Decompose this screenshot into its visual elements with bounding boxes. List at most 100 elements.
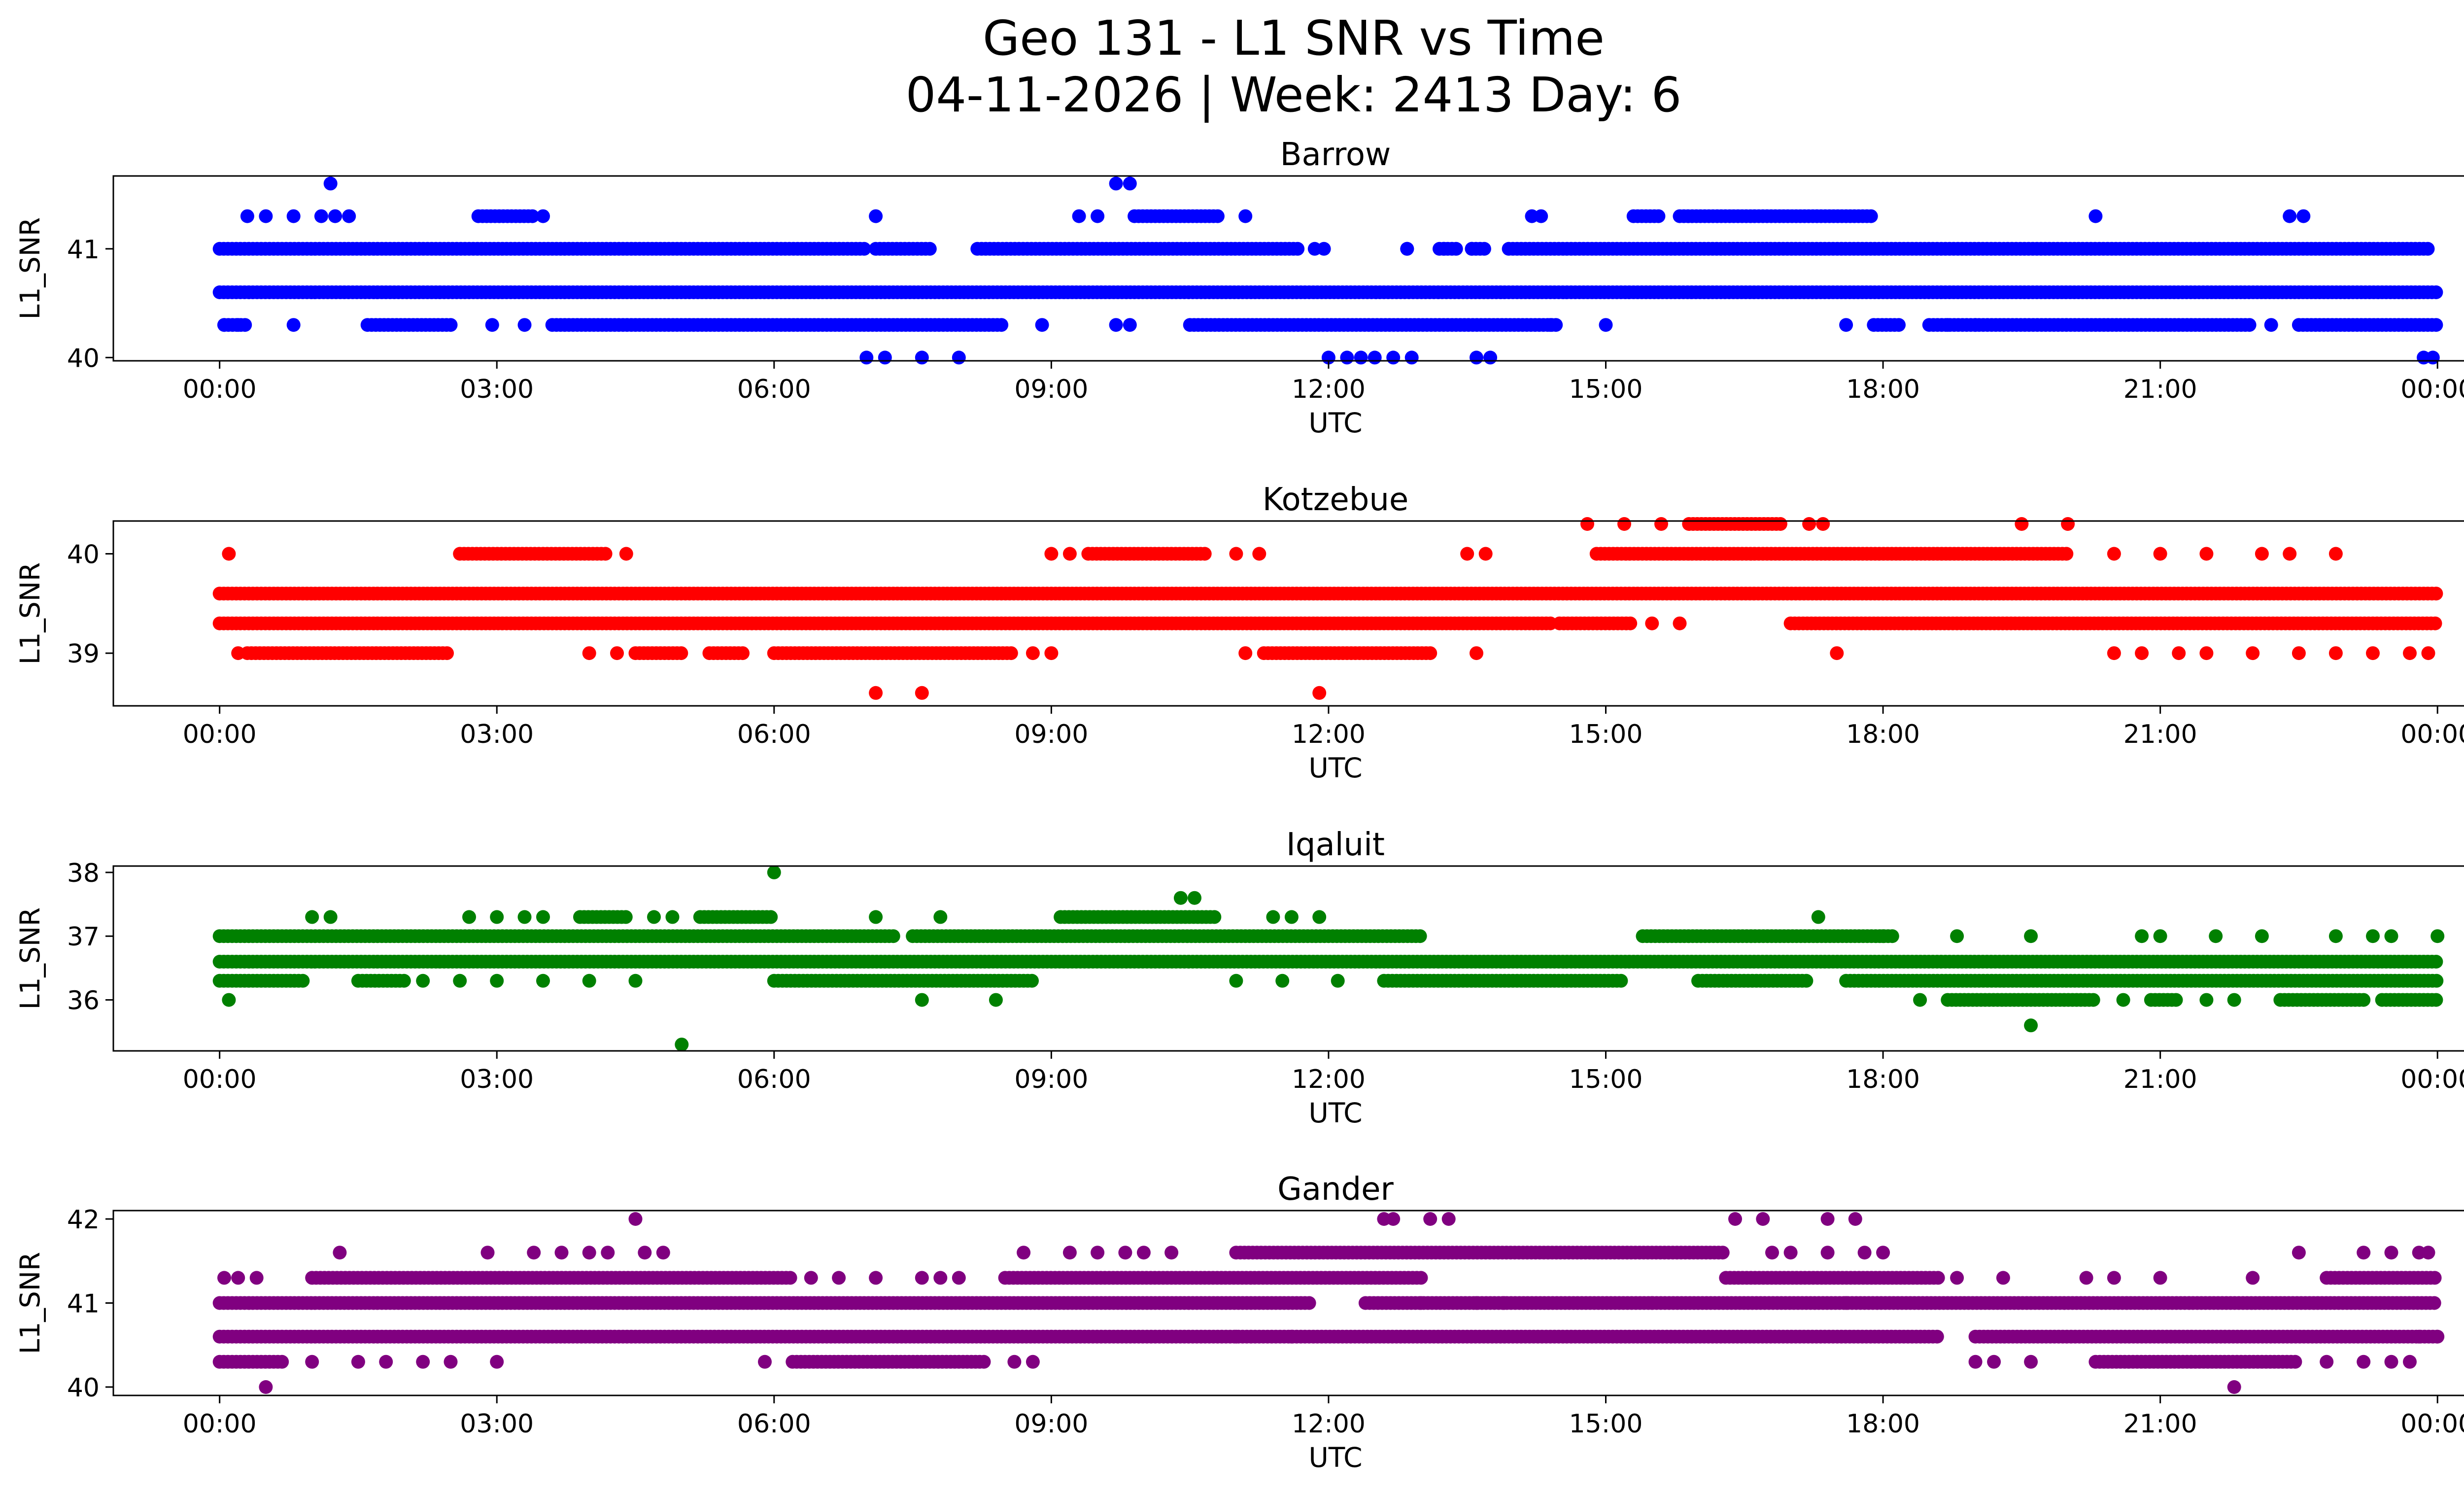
data-point [536,910,550,924]
x-tick-label: 12:00 [1292,1065,1366,1094]
x-tick-label: 18:00 [1846,1065,1920,1094]
data-point [462,910,476,924]
data-point [1839,318,1853,332]
data-point [323,176,338,191]
data-point [1470,350,1483,365]
data-point [933,910,948,924]
data-point [1968,318,1983,332]
x-tick-label: 03:00 [460,720,534,749]
data-point [1413,929,1427,943]
data-point [517,318,532,332]
data-point [2172,646,2186,661]
data-point [222,993,236,1007]
data-point [618,910,633,924]
data-point [2283,547,2297,561]
data-point [1072,209,1086,223]
y-tick-label: 41 [67,235,100,265]
data-point [1483,350,1498,365]
data-point [2209,929,2223,943]
x-tick-label: 18:00 [1846,720,1920,749]
x-tick-label: 06:00 [737,375,811,404]
data-point [628,973,643,988]
panel-title: Iqaluit [1286,827,1385,863]
data-point [2328,929,2343,943]
x-tick-label: 09:00 [1014,720,1088,749]
data-point [610,646,624,661]
data-point [1811,910,1825,924]
data-point [1025,973,1039,988]
data-point [869,686,883,700]
data-point [647,910,661,924]
data-point [2246,646,2260,661]
data-point [1210,209,1225,223]
data-point [1617,517,1631,531]
x-tick-label: 15:00 [1569,1065,1643,1094]
y-axis-label: L1_SNR [14,562,46,664]
data-point [305,910,319,924]
y-tick-label: 39 [67,639,100,669]
data-point [2328,547,2343,561]
data-point [1876,929,1890,943]
data-point [1266,910,1280,924]
data-point [2430,929,2445,943]
data-point [2255,929,2269,943]
data-point [1291,242,1305,256]
data-point [342,209,356,223]
data-point [915,686,929,700]
data-point [1229,547,1243,561]
data-point [1238,209,1253,223]
data-point [582,973,596,988]
data-point [1816,517,1830,531]
x-tick-label: 00:00 [183,720,257,749]
data-point [1799,973,1814,988]
x-tick-label: 03:00 [460,375,534,404]
data-point [1331,973,1345,988]
data-point [314,209,328,223]
data-point [952,350,966,365]
data-point [1284,910,1299,924]
data-point [2024,1018,2038,1033]
data-point [1109,176,1123,191]
data-point [1423,646,1437,661]
scatter-series [212,176,2443,365]
data-point [2296,209,2311,223]
data-point [2107,646,2121,661]
data-point [453,973,467,988]
data-point [2283,209,2297,223]
data-point [1109,318,1123,332]
data-point [2357,993,2371,1007]
data-point [2107,547,2121,561]
data-point [1207,910,1222,924]
data-point [485,318,499,332]
x-tick-label: 21:00 [2123,720,2197,749]
scatter-series [212,517,2443,700]
data-point [517,910,532,924]
data-point [490,973,504,988]
data-point [878,350,892,365]
panel-title: Barrow [1280,137,1391,173]
data-point [1386,350,1401,365]
x-tick-label: 12:00 [1292,720,1366,749]
data-point [582,646,596,661]
x-tick-label: 21:00 [2123,1065,2197,1094]
data-point [440,646,454,661]
data-point [1614,973,1628,988]
data-point [1478,547,1493,561]
data-point [1864,209,1878,223]
data-point [416,973,430,988]
data-point [2059,547,2074,561]
data-point [2403,646,2417,661]
data-point [2135,929,2149,943]
data-point [674,646,688,661]
data-point [923,242,937,256]
x-tick-label: 15:00 [1569,375,1643,404]
panel-title: Gander [1277,1171,1394,1208]
data-point [1449,242,1463,256]
data-point [286,318,301,332]
data-point [1091,209,1105,223]
data-point [2428,616,2442,630]
data-point [1830,646,1844,661]
